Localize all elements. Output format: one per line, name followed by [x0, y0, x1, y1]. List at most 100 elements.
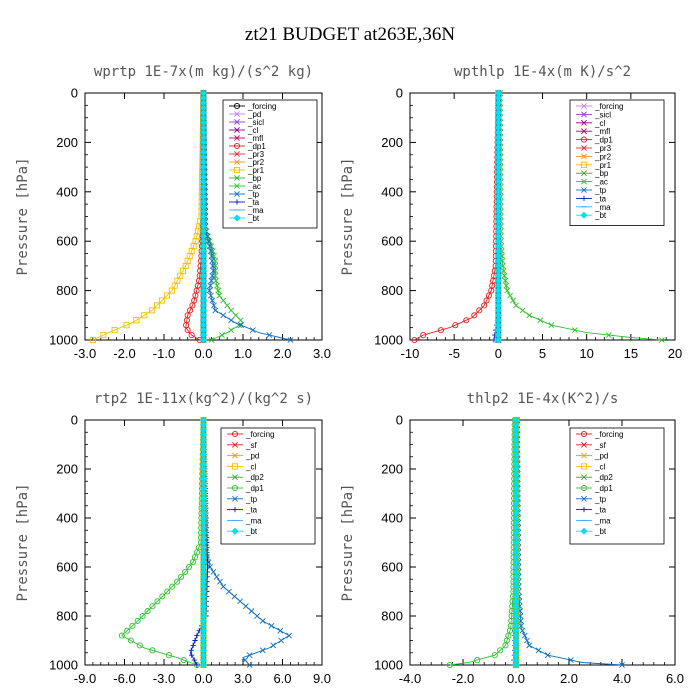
- series-marker: [452, 322, 459, 329]
- series-marker: [207, 282, 214, 289]
- legend-marker: [234, 175, 240, 181]
- y-tick-label: 1000: [49, 333, 78, 348]
- series-marker: [220, 297, 227, 304]
- y-tick-label: 800: [56, 283, 78, 298]
- series-marker: [504, 287, 511, 294]
- legend-entry: _pr2: [229, 158, 265, 167]
- series-marker: [199, 661, 208, 669]
- series-marker: [249, 327, 256, 334]
- legend-marker: [581, 178, 587, 185]
- legend-marker: [581, 507, 587, 513]
- legend-marker: [232, 495, 238, 502]
- legend-marker: [581, 495, 587, 502]
- x-tick-label: 10: [579, 346, 593, 361]
- x-tick-label: -4.0: [399, 671, 421, 686]
- legend-label: _bt: [594, 211, 607, 220]
- x-tick-label: -3.0: [153, 671, 175, 686]
- legend-label: _tp: [245, 495, 258, 504]
- y-tick-label: 0: [396, 413, 403, 428]
- legend-entry: _pd: [229, 110, 261, 119]
- legend-label: _pd: [247, 110, 261, 119]
- legend-entry: _ta: [229, 198, 260, 207]
- legend-marker: [232, 441, 238, 448]
- series-marker: [111, 327, 118, 334]
- series-marker: [149, 603, 156, 610]
- series-marker: [519, 307, 526, 314]
- series-marker: [567, 657, 574, 664]
- y-tick-label: 200: [381, 462, 403, 477]
- series-marker: [619, 662, 625, 668]
- legend-entry: _dp1: [576, 484, 613, 493]
- legend-marker: [581, 103, 587, 109]
- series-marker: [133, 317, 140, 324]
- legend-marker: [234, 183, 240, 189]
- series-marker: [178, 573, 185, 580]
- y-axis-label: Pressure [hPa]: [15, 157, 31, 275]
- series-marker: [209, 262, 216, 269]
- series-marker: [214, 282, 220, 289]
- series-marker: [254, 613, 261, 619]
- legend-label: _ta: [245, 506, 258, 515]
- legend-label: _ta: [594, 506, 607, 515]
- legend-marker: [581, 153, 587, 160]
- legend-marker: [580, 136, 588, 143]
- series-marker: [158, 297, 166, 304]
- legend-marker: [231, 463, 239, 470]
- legend-label: _dp2: [245, 473, 264, 482]
- series-marker: [163, 292, 171, 299]
- legend-entry: _cl: [227, 462, 256, 471]
- series-marker: [144, 608, 151, 615]
- series-marker: [189, 652, 195, 658]
- x-tick-label: 0.0: [507, 671, 525, 686]
- series-marker: [149, 647, 156, 654]
- x-tick-label: -2.0: [113, 346, 135, 361]
- legend-label: _ma: [594, 203, 611, 212]
- legend-label: _pr1: [594, 161, 612, 170]
- series-marker: [188, 332, 195, 339]
- y-tick-label: 400: [56, 511, 78, 526]
- series-marker: [217, 578, 223, 585]
- series-marker: [259, 647, 266, 654]
- series-marker: [210, 568, 217, 575]
- series-marker: [191, 657, 197, 663]
- legend-entry: _bt: [227, 527, 258, 536]
- series-marker: [194, 662, 200, 668]
- series-marker: [228, 327, 235, 334]
- legend-entry: _pr1: [229, 166, 265, 175]
- series-marker: [127, 637, 134, 644]
- legend-label: _pr3: [594, 144, 612, 153]
- series-marker: [208, 253, 215, 259]
- series-marker: [168, 287, 175, 294]
- legend-entry: _dp1: [227, 484, 264, 493]
- legend-entry: _dp2: [227, 473, 264, 482]
- series-marker: [446, 661, 453, 669]
- series-marker: [174, 578, 181, 585]
- legend-label: _tp: [594, 495, 607, 504]
- series-marker: [485, 292, 492, 299]
- legend-marker: [581, 145, 587, 151]
- series-marker: [658, 337, 665, 343]
- y-tick-label: 400: [56, 184, 78, 199]
- x-tick-label: 2.0: [560, 671, 578, 686]
- x-tick-label: -10: [401, 346, 420, 361]
- y-tick-label: 400: [381, 184, 403, 199]
- series-bt: [199, 416, 208, 669]
- legend-entry: _sicl: [576, 110, 611, 119]
- series-marker: [129, 622, 136, 629]
- series-marker: [500, 267, 507, 274]
- legend-marker: [233, 142, 241, 150]
- legend-label: _dp1: [245, 484, 264, 493]
- series-marker: [519, 627, 526, 634]
- series-marker: [437, 327, 444, 334]
- legend-marker: [580, 211, 588, 219]
- series-marker: [159, 593, 166, 600]
- series-marker: [149, 307, 156, 314]
- legend-label: _sicl: [247, 118, 264, 127]
- legend-entry: _dp1: [576, 136, 613, 145]
- panel-title: wpthlp 1E-4x(m K)/s^2: [454, 64, 631, 80]
- series-marker: [286, 632, 293, 639]
- legend-marker: [581, 187, 587, 193]
- series-marker: [411, 336, 418, 344]
- x-tick-label: 4.0: [613, 671, 631, 686]
